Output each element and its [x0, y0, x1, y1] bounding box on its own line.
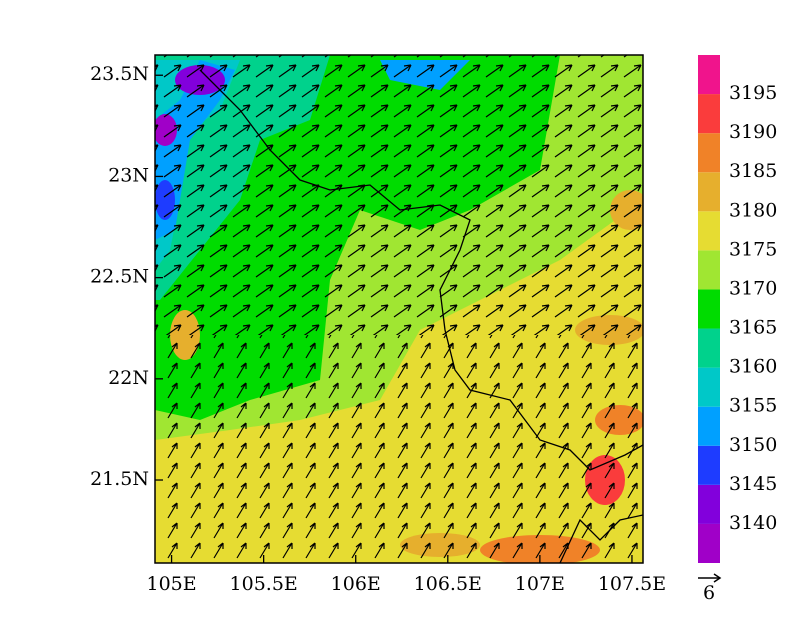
colorbar-label: 3180 [729, 199, 777, 221]
colorbar-label: 3165 [729, 317, 777, 339]
x-tick-label: 107.5E [598, 573, 666, 595]
colorbar-box [698, 289, 720, 329]
y-tick-label: 22.5N [90, 266, 149, 288]
x-tick-label: 106E [331, 573, 381, 595]
y-tick-label: 22N [108, 367, 149, 389]
colorbar-label: 3155 [729, 395, 777, 417]
colorbar-label: 3195 [729, 82, 777, 104]
colorbar-label: 3145 [729, 473, 777, 495]
field [155, 55, 643, 563]
colorbar-box [698, 94, 720, 134]
colorbar-box [698, 328, 720, 368]
colorbar-label: 3185 [729, 160, 777, 182]
colorbar-box [698, 406, 720, 446]
colorbar-box [698, 250, 720, 290]
colorbar-label: 3150 [729, 434, 777, 456]
reference-vector-label: 6 [703, 582, 715, 604]
colorbar-box [698, 133, 720, 173]
colorbar-box [698, 484, 720, 524]
x-tick-label: 107E [515, 573, 565, 595]
colorbar-label: 3160 [729, 356, 777, 378]
colorbar-box [698, 211, 720, 251]
colorbar-label: 3170 [729, 277, 777, 299]
colorbar-box [698, 172, 720, 212]
colorbar-label: 3190 [729, 121, 777, 143]
y-tick-label: 23.5N [90, 63, 149, 85]
x-tick-label: 105.5E [230, 573, 298, 595]
colorbar-box [698, 523, 720, 563]
colorbar-label: 3175 [729, 238, 777, 260]
colorbar-label: 3140 [729, 512, 777, 534]
colorbar-box [698, 367, 720, 407]
x-tick-label: 106.5E [414, 573, 482, 595]
reference-vector-head [713, 573, 722, 583]
y-tick-label: 23N [108, 164, 149, 186]
x-tick-label: 105E [147, 573, 197, 595]
y-tick-label: 21.5N [90, 468, 149, 490]
colorbar-box [698, 445, 720, 485]
plot-frame [154, 54, 644, 564]
colorbar-box [698, 55, 720, 95]
